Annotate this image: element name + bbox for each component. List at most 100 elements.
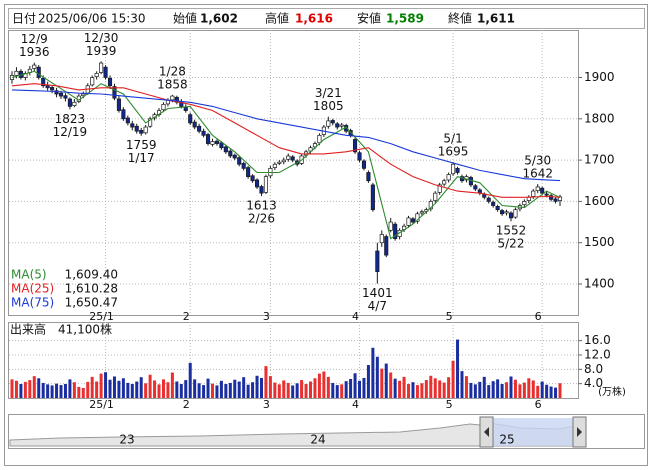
candle-body: [433, 192, 438, 201]
header-label: 終値: [448, 11, 472, 26]
volume-bar: [23, 381, 27, 398]
volume-bar: [59, 385, 63, 398]
volume-bar: [375, 356, 379, 398]
volume-bar: [420, 383, 424, 398]
candle-body: [272, 163, 277, 168]
volume-bar: [41, 382, 45, 398]
volume-bar: [50, 385, 54, 398]
volume-bar: [161, 379, 165, 398]
y-tick-label: 1600: [584, 194, 615, 208]
volume-bar: [545, 384, 549, 398]
volume-bar: [478, 381, 482, 398]
volume-bar: [389, 372, 393, 398]
candle-body: [148, 118, 153, 127]
x-tick-label: 6: [535, 398, 542, 411]
candle-body: [366, 172, 371, 182]
volume-bar: [407, 384, 411, 398]
volume-bar: [518, 384, 522, 398]
y-tick-label: 8.0: [584, 362, 603, 376]
volume-bar: [130, 384, 134, 398]
candle-body: [335, 123, 340, 128]
y-tick-label: 1900: [584, 70, 615, 84]
candle-body: [375, 250, 380, 272]
navigator-label: 24: [310, 433, 325, 447]
candle-body: [286, 155, 291, 160]
volume-bar: [215, 385, 219, 398]
navigator-label: 25: [499, 433, 514, 447]
candle-body: [393, 223, 398, 239]
volume-bar: [464, 376, 468, 398]
volume-bar: [117, 380, 121, 398]
volume-bar: [411, 382, 415, 398]
volume-bar: [184, 380, 188, 398]
annotation-price: 1823: [55, 112, 86, 126]
volume-bar: [224, 384, 228, 398]
x-tick-label: 3: [263, 398, 270, 411]
volume-bar: [188, 362, 192, 398]
y-tick-label: 4.0: [584, 376, 603, 390]
candle-body: [473, 185, 478, 190]
ma-line: [11, 89, 561, 182]
volume-bar: [398, 380, 402, 398]
candle-body: [526, 196, 531, 201]
volume-bar: [86, 381, 90, 398]
candle-body: [72, 101, 77, 106]
volume-bar: [362, 377, 366, 398]
candle-body: [406, 217, 411, 226]
candle-body: [103, 66, 108, 78]
volume-bar: [496, 379, 500, 398]
candle-body: [99, 62, 104, 73]
header-value: 2025/06/06 15:30: [38, 12, 146, 26]
volume-bar: [358, 380, 362, 398]
candle-body: [201, 130, 206, 136]
volume-bar: [68, 379, 72, 398]
candle-body: [442, 180, 447, 185]
volume-bar: [10, 379, 14, 398]
x-tick-label: 2: [183, 310, 190, 323]
volume-unit: (万株): [598, 385, 626, 398]
candle-body: [112, 86, 117, 99]
volume-bar: [402, 376, 406, 398]
candle-body: [308, 147, 313, 152]
annotation-date: 5/30: [524, 154, 551, 168]
volume-bar: [277, 384, 281, 398]
volume-bar: [264, 366, 268, 398]
header-label: 日付: [12, 12, 36, 26]
volume-bar: [259, 377, 263, 398]
candle-body: [277, 161, 282, 164]
navigator-window[interactable]: [493, 418, 573, 446]
volume-bar: [210, 383, 214, 398]
candle-body: [232, 154, 237, 159]
volume-bar: [46, 384, 50, 398]
volume-bar: [451, 360, 455, 398]
volume-bar: [393, 378, 397, 398]
candle-body: [54, 90, 59, 95]
arrow-icon: [577, 427, 582, 437]
volume-bar: [251, 382, 255, 398]
volume-bar: [433, 378, 437, 398]
volume-bar: [487, 385, 491, 398]
candle-body: [134, 125, 139, 132]
candle-body: [353, 139, 358, 153]
volume-bar: [112, 376, 116, 398]
annotation-price: 1858: [157, 77, 188, 91]
volume-bar: [353, 373, 357, 398]
annotation-price: 1759: [126, 138, 157, 152]
volume-bar: [322, 371, 326, 398]
volume-bar: [157, 384, 161, 398]
volume-bar: [331, 382, 335, 398]
volume-bar: [554, 387, 558, 398]
y-tick-label: 16.0: [584, 333, 611, 347]
volume-bar: [295, 383, 299, 398]
volume-bar: [384, 363, 388, 398]
volume-bar: [429, 375, 433, 398]
annotation-date: 12/30: [84, 31, 119, 45]
annotation-price: 1642: [522, 167, 553, 181]
candle-body: [361, 160, 367, 169]
volume-bar: [366, 365, 370, 398]
y-tick-label: 1700: [584, 153, 615, 167]
candle-body: [205, 134, 211, 144]
volume-bar: [95, 381, 99, 398]
candle-body: [531, 190, 536, 197]
candle-body: [326, 120, 331, 127]
